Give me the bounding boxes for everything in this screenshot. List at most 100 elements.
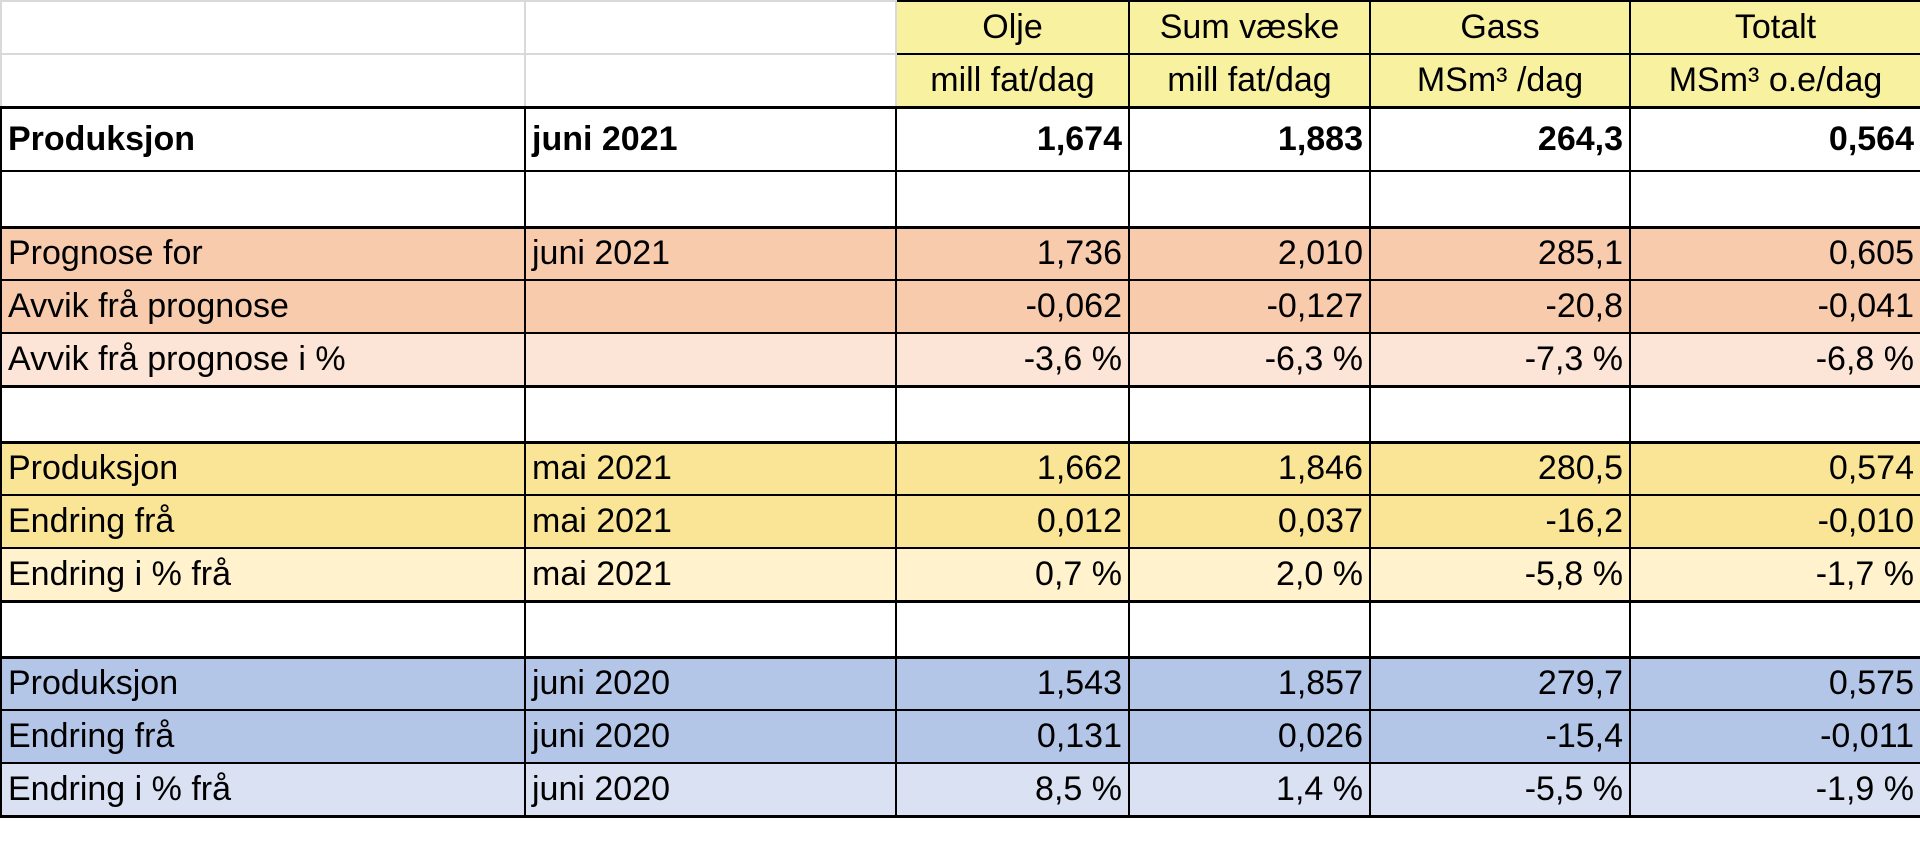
row-label: Produksjon: [0, 655, 526, 711]
value-cell: -1,9 %: [1629, 762, 1920, 818]
value-cell: 0,7 %: [895, 547, 1130, 603]
value-cell: 0,026: [1128, 709, 1371, 764]
empty-cell: [0, 0, 526, 55]
value-cell: 1,543: [895, 655, 1130, 711]
empty-cell: [1369, 600, 1631, 658]
spacer-row: [0, 600, 1920, 658]
value-cell: -15,4: [1369, 709, 1631, 764]
row-label: Endring frå: [0, 709, 526, 764]
row-period: [524, 279, 897, 334]
row-label: Produksjon: [0, 106, 526, 172]
empty-cell: [524, 53, 897, 109]
value-cell: 8,5 %: [895, 762, 1130, 818]
column-unit: mill fat/dag: [1128, 53, 1371, 109]
value-cell: 1,857: [1128, 655, 1371, 711]
value-cell: -0,127: [1128, 279, 1371, 334]
empty-cell: [524, 0, 897, 55]
value-cell: 0,037: [1128, 494, 1371, 549]
value-cell: -6,3 %: [1128, 332, 1371, 388]
value-cell: 280,5: [1369, 440, 1631, 496]
value-cell: 1,4 %: [1128, 762, 1371, 818]
empty-cell: [0, 385, 526, 443]
empty-cell: [524, 600, 897, 658]
column-unit: MSm³ o.e/dag: [1629, 53, 1920, 109]
empty-cell: [0, 170, 526, 228]
header-row: Olje Sum væske Gass Totalt: [0, 0, 1920, 55]
spacer-row: [0, 170, 1920, 228]
value-cell: -6,8 %: [1629, 332, 1920, 388]
column-name: Gass: [1369, 0, 1631, 55]
value-cell: 1,846: [1128, 440, 1371, 496]
row-label: Endring i % frå: [0, 547, 526, 603]
empty-cell: [895, 385, 1130, 443]
row-period: juni 2021: [524, 106, 897, 172]
data-row: Avvik frå prognose -0,062 -0,127 -20,8 -0,04…: [0, 279, 1920, 334]
value-cell: -7,3 %: [1369, 332, 1631, 388]
value-cell: -0,041: [1629, 279, 1920, 334]
column-name: Sum væske: [1128, 0, 1371, 55]
row-period: juni 2020: [524, 709, 897, 764]
empty-cell: [1128, 170, 1371, 228]
row-period: juni 2020: [524, 655, 897, 711]
row-label: Endring frå: [0, 494, 526, 549]
value-cell: 0,012: [895, 494, 1130, 549]
value-cell: -0,010: [1629, 494, 1920, 549]
value-cell: 0,131: [895, 709, 1130, 764]
unit-row: mill fat/dag mill fat/dag MSm³ /dag MSm³ o.…: [0, 53, 1920, 109]
row-label: Avvik frå prognose i %: [0, 332, 526, 388]
column-name: Olje: [895, 0, 1130, 55]
value-cell: -1,7 %: [1629, 547, 1920, 603]
data-row: Endring i % frå juni 2020 8,5 % 1,4 % -5,5 %…: [0, 762, 1920, 818]
row-label: Endring i % frå: [0, 762, 526, 818]
value-cell: 264,3: [1369, 106, 1631, 172]
empty-cell: [1128, 600, 1371, 658]
row-period: juni 2020: [524, 762, 897, 818]
empty-cell: [1629, 385, 1920, 443]
column-unit: mill fat/dag: [895, 53, 1130, 109]
value-cell: -5,8 %: [1369, 547, 1631, 603]
empty-cell: [0, 53, 526, 109]
empty-cell: [524, 170, 897, 228]
empty-cell: [1629, 600, 1920, 658]
value-cell: -5,5 %: [1369, 762, 1631, 818]
row-period: juni 2021: [524, 225, 897, 281]
value-cell: 2,010: [1128, 225, 1371, 281]
value-cell: -0,062: [895, 279, 1130, 334]
value-cell: 2,0 %: [1128, 547, 1371, 603]
row-period: mai 2021: [524, 440, 897, 496]
value-cell: 279,7: [1369, 655, 1631, 711]
spacer-row: [0, 385, 1920, 443]
row-label: Avvik frå prognose: [0, 279, 526, 334]
data-row: Avvik frå prognose i % -3,6 % -6,3 % -7,3 %…: [0, 332, 1920, 388]
value-cell: -20,8: [1369, 279, 1631, 334]
column-unit: MSm³ /dag: [1369, 53, 1631, 109]
empty-cell: [1369, 385, 1631, 443]
empty-cell: [895, 600, 1130, 658]
empty-cell: [895, 170, 1130, 228]
empty-cell: [0, 600, 526, 658]
data-row: Endring frå mai 2021 0,012 0,037 -16,2 -0,010: [0, 494, 1920, 549]
empty-cell: [524, 385, 897, 443]
value-cell: 0,564: [1629, 106, 1920, 172]
row-period: [524, 332, 897, 388]
value-cell: 1,883: [1128, 106, 1371, 172]
data-row: Produksjon mai 2021 1,662 1,846 280,5 0,574: [0, 440, 1920, 496]
production-table: Olje Sum væske Gass Totalt mill fat/dag mill …: [0, 0, 1920, 818]
row-label: Produksjon: [0, 440, 526, 496]
value-cell: 1,736: [895, 225, 1130, 281]
value-cell: 1,674: [895, 106, 1130, 172]
empty-cell: [1128, 385, 1371, 443]
value-cell: 285,1: [1369, 225, 1631, 281]
row-period: mai 2021: [524, 494, 897, 549]
table-body: Olje Sum væske Gass Totalt mill fat/dag mill …: [0, 0, 1920, 818]
value-cell: -16,2: [1369, 494, 1631, 549]
value-cell: 0,575: [1629, 655, 1920, 711]
data-row: Endring i % frå mai 2021 0,7 % 2,0 % -5,8 % -…: [0, 547, 1920, 603]
summary-row: Produksjon juni 2021 1,674 1,883 264,3 0,564: [0, 106, 1920, 172]
empty-cell: [1629, 170, 1920, 228]
value-cell: 1,662: [895, 440, 1130, 496]
value-cell: 0,574: [1629, 440, 1920, 496]
data-row: Produksjon juni 2020 1,543 1,857 279,7 0,575: [0, 655, 1920, 711]
value-cell: -0,011: [1629, 709, 1920, 764]
